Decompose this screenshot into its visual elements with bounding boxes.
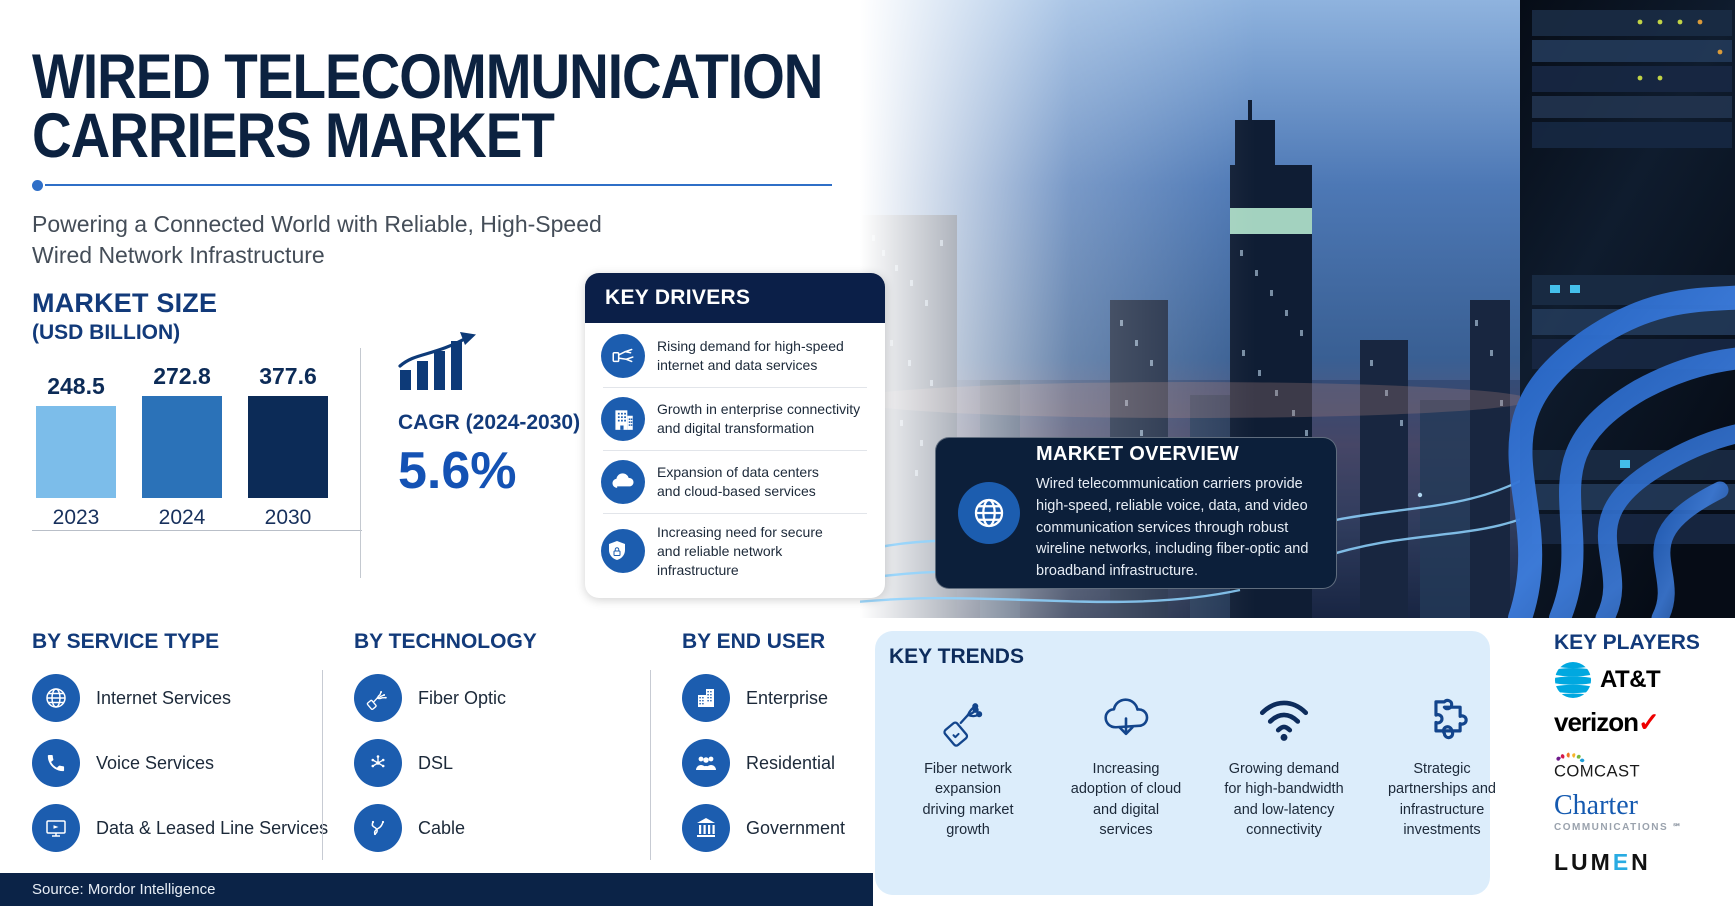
- svg-text:COMCAST: COMCAST: [1554, 761, 1640, 780]
